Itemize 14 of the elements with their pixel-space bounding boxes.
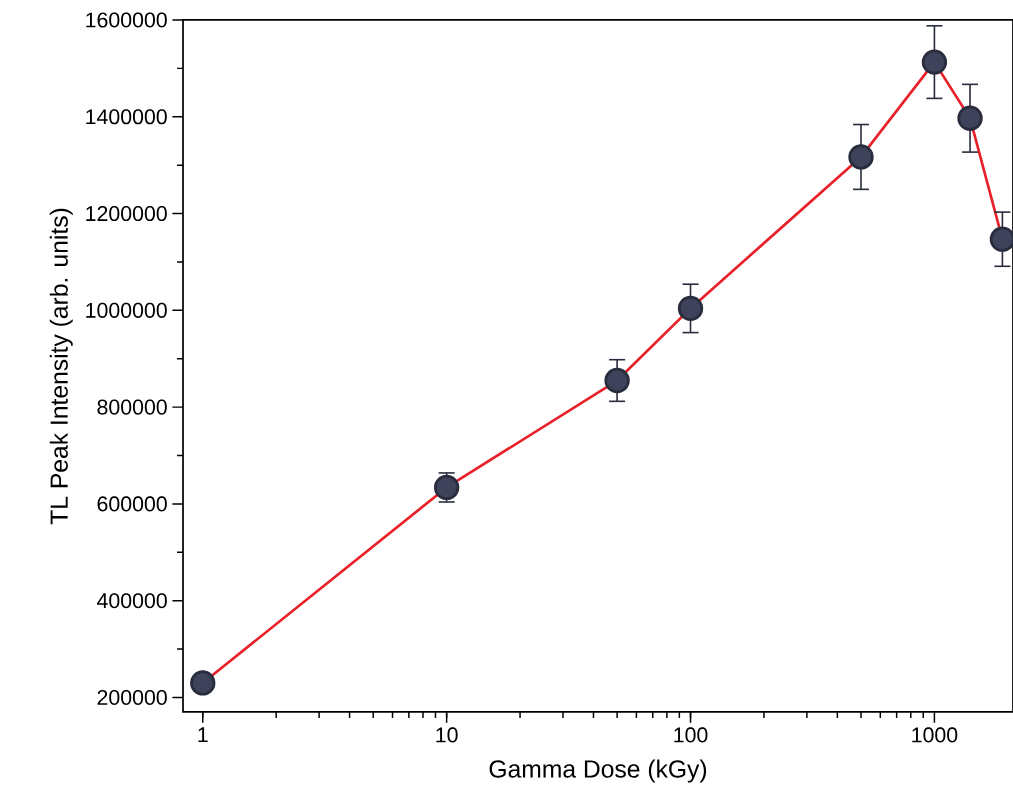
x-axis-title: Gamma Dose (kGy) <box>489 759 707 783</box>
y-tick-label: 200000 <box>97 689 167 706</box>
y-axis-title: TL Peak Intensity (arb. units) <box>49 208 73 525</box>
x-tick-label: 1 <box>198 727 208 743</box>
y-tick-label: 1000000 <box>86 302 167 318</box>
y-tick-label: 400000 <box>97 593 167 609</box>
x-tick-label: 10 <box>436 727 458 743</box>
y-tick-label: 1400000 <box>86 109 167 125</box>
y-tick-label: 1200000 <box>86 206 167 222</box>
y-tick-label: 1600000 <box>86 12 167 28</box>
y-tick-label: 800000 <box>97 399 167 415</box>
x-tick-label: 100 <box>674 727 708 743</box>
y-tick-label: 600000 <box>97 496 167 512</box>
x-tick-label: 1000 <box>912 727 958 743</box>
